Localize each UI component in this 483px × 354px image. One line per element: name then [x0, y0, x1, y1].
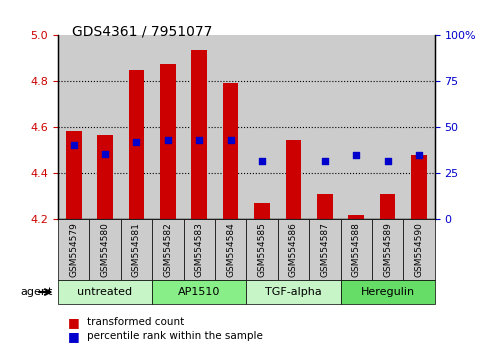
- Text: GSM554583: GSM554583: [195, 222, 204, 277]
- Bar: [97, 136, 113, 219]
- Text: AP1510: AP1510: [178, 287, 220, 297]
- Point: [321, 158, 328, 164]
- Text: transformed count: transformed count: [87, 317, 184, 327]
- Text: ■: ■: [68, 330, 79, 343]
- Text: ■: ■: [68, 316, 79, 329]
- Bar: [317, 194, 333, 219]
- Text: GSM554579: GSM554579: [69, 222, 78, 277]
- Bar: [215, 35, 246, 219]
- Bar: [285, 140, 301, 219]
- Text: GSM554581: GSM554581: [132, 222, 141, 277]
- Text: GSM554582: GSM554582: [163, 222, 172, 277]
- Text: TGF-alpha: TGF-alpha: [265, 287, 322, 297]
- Text: GSM554589: GSM554589: [383, 222, 392, 277]
- Bar: [223, 82, 239, 219]
- Bar: [380, 194, 396, 219]
- Bar: [372, 35, 403, 219]
- Text: GDS4361 / 7951077: GDS4361 / 7951077: [72, 25, 213, 39]
- Bar: [128, 70, 144, 219]
- Point: [258, 158, 266, 164]
- Bar: [403, 35, 435, 219]
- Bar: [121, 35, 152, 219]
- Text: untreated: untreated: [77, 287, 133, 297]
- Bar: [152, 35, 184, 219]
- Text: GSM554585: GSM554585: [257, 222, 267, 277]
- Point: [70, 142, 78, 148]
- Text: GSM554586: GSM554586: [289, 222, 298, 277]
- Bar: [254, 204, 270, 219]
- Bar: [278, 35, 309, 219]
- Point: [384, 158, 392, 164]
- Point: [290, 220, 298, 226]
- Bar: [184, 35, 215, 219]
- Bar: [246, 35, 278, 219]
- Bar: [411, 155, 427, 219]
- Text: percentile rank within the sample: percentile rank within the sample: [87, 331, 263, 341]
- Bar: [66, 131, 82, 219]
- Bar: [341, 35, 372, 219]
- Point: [415, 152, 423, 158]
- Bar: [309, 35, 341, 219]
- Point: [133, 139, 141, 145]
- Point: [164, 137, 172, 143]
- Text: GSM554587: GSM554587: [320, 222, 329, 277]
- Text: GSM554590: GSM554590: [414, 222, 424, 277]
- Text: GSM554580: GSM554580: [100, 222, 110, 277]
- Bar: [160, 64, 176, 219]
- Text: agent: agent: [21, 287, 53, 297]
- Bar: [89, 35, 121, 219]
- Point: [353, 152, 360, 158]
- Point: [195, 137, 203, 143]
- Text: Heregulin: Heregulin: [360, 287, 415, 297]
- Bar: [58, 35, 89, 219]
- Text: GSM554588: GSM554588: [352, 222, 361, 277]
- Bar: [191, 50, 207, 219]
- Point: [101, 151, 109, 157]
- Bar: [348, 215, 364, 219]
- Point: [227, 137, 235, 143]
- Text: GSM554584: GSM554584: [226, 222, 235, 277]
